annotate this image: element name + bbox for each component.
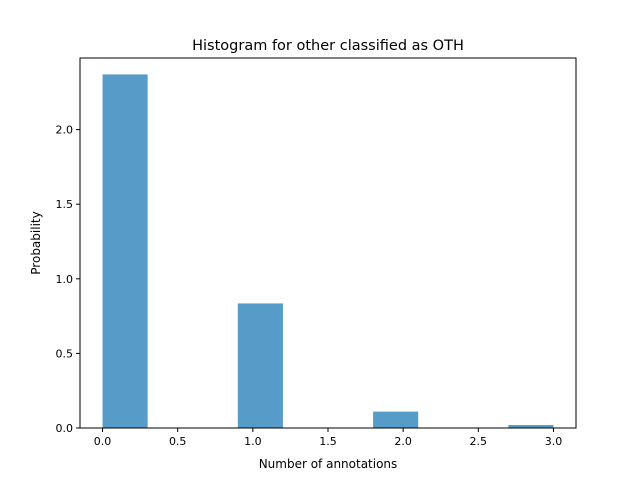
x-tick-label: 1.5 bbox=[319, 435, 337, 448]
x-axis-label: Number of annotations bbox=[259, 457, 398, 471]
x-tick-label: 0.5 bbox=[169, 435, 187, 448]
y-tick-label: 1.5 bbox=[56, 198, 74, 211]
histogram-bar-0 bbox=[102, 74, 148, 429]
y-tick-label: 0.0 bbox=[56, 422, 74, 435]
x-tick-label: 2.5 bbox=[470, 435, 488, 448]
chart-title: Histogram for other classified as OTH bbox=[192, 38, 464, 54]
bars bbox=[102, 74, 554, 429]
x-tick-label: 2.0 bbox=[394, 435, 412, 448]
histogram-bar-2 bbox=[373, 411, 419, 428]
x-axis: 0.0 0.5 1.0 1.5 2.0 2.5 3.0 bbox=[94, 428, 562, 448]
x-tick-label: 1.0 bbox=[244, 435, 262, 448]
histogram-bar-1 bbox=[237, 303, 283, 428]
x-tick-label: 0.0 bbox=[94, 435, 112, 448]
y-tick-label: 1.0 bbox=[56, 273, 74, 286]
y-tick-label: 2.0 bbox=[56, 124, 74, 137]
plot-frame bbox=[79, 57, 577, 429]
y-axis: 0.0 0.5 1.0 1.5 2.0 bbox=[56, 124, 80, 435]
y-tick-label: 0.5 bbox=[56, 347, 74, 360]
y-axis-label: Probability bbox=[29, 211, 43, 274]
x-tick-label: 3.0 bbox=[545, 435, 563, 448]
histogram-bar-3 bbox=[508, 425, 554, 428]
